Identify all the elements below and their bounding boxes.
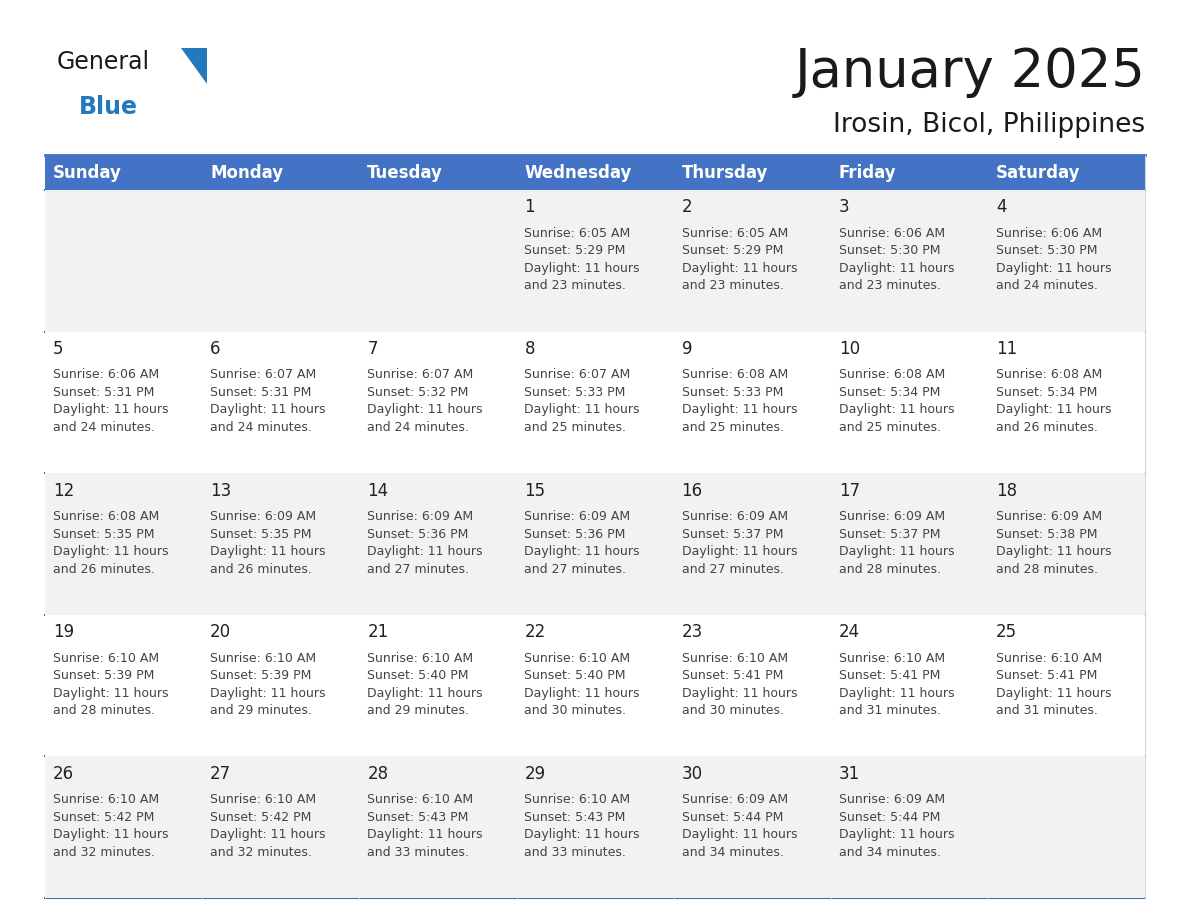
- Text: Sunrise: 6:05 AM
Sunset: 5:29 PM
Daylight: 11 hours
and 23 minutes.: Sunrise: 6:05 AM Sunset: 5:29 PM Dayligh…: [524, 227, 640, 292]
- Text: Irosin, Bicol, Philippines: Irosin, Bicol, Philippines: [833, 112, 1145, 138]
- Text: Sunrise: 6:10 AM
Sunset: 5:39 PM
Daylight: 11 hours
and 28 minutes.: Sunrise: 6:10 AM Sunset: 5:39 PM Dayligh…: [53, 652, 169, 717]
- Text: Thursday: Thursday: [682, 163, 767, 182]
- Text: Sunrise: 6:10 AM
Sunset: 5:39 PM
Daylight: 11 hours
and 29 minutes.: Sunrise: 6:10 AM Sunset: 5:39 PM Dayligh…: [210, 652, 326, 717]
- Text: Sunrise: 6:07 AM
Sunset: 5:31 PM
Daylight: 11 hours
and 24 minutes.: Sunrise: 6:07 AM Sunset: 5:31 PM Dayligh…: [210, 368, 326, 434]
- Text: 28: 28: [367, 765, 388, 783]
- Text: Sunrise: 6:10 AM
Sunset: 5:40 PM
Daylight: 11 hours
and 30 minutes.: Sunrise: 6:10 AM Sunset: 5:40 PM Dayligh…: [524, 652, 640, 717]
- Text: 16: 16: [682, 482, 703, 499]
- Text: Sunrise: 6:06 AM
Sunset: 5:31 PM
Daylight: 11 hours
and 24 minutes.: Sunrise: 6:06 AM Sunset: 5:31 PM Dayligh…: [53, 368, 169, 434]
- Text: Blue: Blue: [78, 95, 138, 118]
- Text: Sunrise: 6:09 AM
Sunset: 5:37 PM
Daylight: 11 hours
and 27 minutes.: Sunrise: 6:09 AM Sunset: 5:37 PM Dayligh…: [682, 510, 797, 576]
- Text: 6: 6: [210, 340, 221, 358]
- Text: January 2025: January 2025: [795, 46, 1145, 98]
- Text: 20: 20: [210, 623, 232, 642]
- Text: 8: 8: [524, 340, 535, 358]
- Text: Sunrise: 6:10 AM
Sunset: 5:42 PM
Daylight: 11 hours
and 32 minutes.: Sunrise: 6:10 AM Sunset: 5:42 PM Dayligh…: [53, 793, 169, 858]
- Text: Sunrise: 6:09 AM
Sunset: 5:44 PM
Daylight: 11 hours
and 34 minutes.: Sunrise: 6:09 AM Sunset: 5:44 PM Dayligh…: [682, 793, 797, 858]
- Text: Monday: Monday: [210, 163, 283, 182]
- Text: 11: 11: [996, 340, 1017, 358]
- Text: Sunrise: 6:09 AM
Sunset: 5:44 PM
Daylight: 11 hours
and 34 minutes.: Sunrise: 6:09 AM Sunset: 5:44 PM Dayligh…: [839, 793, 954, 858]
- Text: Sunrise: 6:10 AM
Sunset: 5:43 PM
Daylight: 11 hours
and 33 minutes.: Sunrise: 6:10 AM Sunset: 5:43 PM Dayligh…: [524, 793, 640, 858]
- Text: 9: 9: [682, 340, 693, 358]
- Text: 3: 3: [839, 198, 849, 217]
- Text: Sunrise: 6:07 AM
Sunset: 5:32 PM
Daylight: 11 hours
and 24 minutes.: Sunrise: 6:07 AM Sunset: 5:32 PM Dayligh…: [367, 368, 482, 434]
- Text: 21: 21: [367, 623, 388, 642]
- Text: Sunrise: 6:05 AM
Sunset: 5:29 PM
Daylight: 11 hours
and 23 minutes.: Sunrise: 6:05 AM Sunset: 5:29 PM Dayligh…: [682, 227, 797, 292]
- Text: Sunrise: 6:08 AM
Sunset: 5:34 PM
Daylight: 11 hours
and 26 minutes.: Sunrise: 6:08 AM Sunset: 5:34 PM Dayligh…: [996, 368, 1112, 434]
- Text: Sunrise: 6:10 AM
Sunset: 5:42 PM
Daylight: 11 hours
and 32 minutes.: Sunrise: 6:10 AM Sunset: 5:42 PM Dayligh…: [210, 793, 326, 858]
- Text: Sunrise: 6:10 AM
Sunset: 5:40 PM
Daylight: 11 hours
and 29 minutes.: Sunrise: 6:10 AM Sunset: 5:40 PM Dayligh…: [367, 652, 482, 717]
- Text: Sunday: Sunday: [53, 163, 122, 182]
- Text: 25: 25: [996, 623, 1017, 642]
- Text: 14: 14: [367, 482, 388, 499]
- Text: Sunrise: 6:08 AM
Sunset: 5:34 PM
Daylight: 11 hours
and 25 minutes.: Sunrise: 6:08 AM Sunset: 5:34 PM Dayligh…: [839, 368, 954, 434]
- Text: Sunrise: 6:08 AM
Sunset: 5:33 PM
Daylight: 11 hours
and 25 minutes.: Sunrise: 6:08 AM Sunset: 5:33 PM Dayligh…: [682, 368, 797, 434]
- Text: 4: 4: [996, 198, 1006, 217]
- Text: 7: 7: [367, 340, 378, 358]
- Text: 31: 31: [839, 765, 860, 783]
- Text: Sunrise: 6:09 AM
Sunset: 5:38 PM
Daylight: 11 hours
and 28 minutes.: Sunrise: 6:09 AM Sunset: 5:38 PM Dayligh…: [996, 510, 1112, 576]
- Text: 22: 22: [524, 623, 545, 642]
- Text: Sunrise: 6:10 AM
Sunset: 5:43 PM
Daylight: 11 hours
and 33 minutes.: Sunrise: 6:10 AM Sunset: 5:43 PM Dayligh…: [367, 793, 482, 858]
- Text: Saturday: Saturday: [996, 163, 1080, 182]
- Text: Tuesday: Tuesday: [367, 163, 443, 182]
- Text: 15: 15: [524, 482, 545, 499]
- Text: 10: 10: [839, 340, 860, 358]
- Text: 30: 30: [682, 765, 703, 783]
- Text: Sunrise: 6:09 AM
Sunset: 5:37 PM
Daylight: 11 hours
and 28 minutes.: Sunrise: 6:09 AM Sunset: 5:37 PM Dayligh…: [839, 510, 954, 576]
- Text: Friday: Friday: [839, 163, 897, 182]
- Text: 19: 19: [53, 623, 74, 642]
- Text: 13: 13: [210, 482, 232, 499]
- Text: 23: 23: [682, 623, 703, 642]
- Text: 2: 2: [682, 198, 693, 217]
- Text: 27: 27: [210, 765, 232, 783]
- Text: Sunrise: 6:09 AM
Sunset: 5:35 PM
Daylight: 11 hours
and 26 minutes.: Sunrise: 6:09 AM Sunset: 5:35 PM Dayligh…: [210, 510, 326, 576]
- Text: 5: 5: [53, 340, 63, 358]
- Text: Sunrise: 6:09 AM
Sunset: 5:36 PM
Daylight: 11 hours
and 27 minutes.: Sunrise: 6:09 AM Sunset: 5:36 PM Dayligh…: [367, 510, 482, 576]
- Text: Sunrise: 6:07 AM
Sunset: 5:33 PM
Daylight: 11 hours
and 25 minutes.: Sunrise: 6:07 AM Sunset: 5:33 PM Dayligh…: [524, 368, 640, 434]
- Text: 12: 12: [53, 482, 75, 499]
- Text: Sunrise: 6:10 AM
Sunset: 5:41 PM
Daylight: 11 hours
and 31 minutes.: Sunrise: 6:10 AM Sunset: 5:41 PM Dayligh…: [839, 652, 954, 717]
- Text: Sunrise: 6:06 AM
Sunset: 5:30 PM
Daylight: 11 hours
and 24 minutes.: Sunrise: 6:06 AM Sunset: 5:30 PM Dayligh…: [996, 227, 1112, 292]
- Text: Sunrise: 6:06 AM
Sunset: 5:30 PM
Daylight: 11 hours
and 23 minutes.: Sunrise: 6:06 AM Sunset: 5:30 PM Dayligh…: [839, 227, 954, 292]
- Text: 24: 24: [839, 623, 860, 642]
- Text: 26: 26: [53, 765, 74, 783]
- Text: Sunrise: 6:08 AM
Sunset: 5:35 PM
Daylight: 11 hours
and 26 minutes.: Sunrise: 6:08 AM Sunset: 5:35 PM Dayligh…: [53, 510, 169, 576]
- Text: 18: 18: [996, 482, 1017, 499]
- Text: Wednesday: Wednesday: [524, 163, 632, 182]
- Text: Sunrise: 6:09 AM
Sunset: 5:36 PM
Daylight: 11 hours
and 27 minutes.: Sunrise: 6:09 AM Sunset: 5:36 PM Dayligh…: [524, 510, 640, 576]
- Text: Sunrise: 6:10 AM
Sunset: 5:41 PM
Daylight: 11 hours
and 30 minutes.: Sunrise: 6:10 AM Sunset: 5:41 PM Dayligh…: [682, 652, 797, 717]
- Text: Sunrise: 6:10 AM
Sunset: 5:41 PM
Daylight: 11 hours
and 31 minutes.: Sunrise: 6:10 AM Sunset: 5:41 PM Dayligh…: [996, 652, 1112, 717]
- Text: 17: 17: [839, 482, 860, 499]
- Text: 29: 29: [524, 765, 545, 783]
- Text: 1: 1: [524, 198, 535, 217]
- Text: General: General: [57, 50, 150, 74]
